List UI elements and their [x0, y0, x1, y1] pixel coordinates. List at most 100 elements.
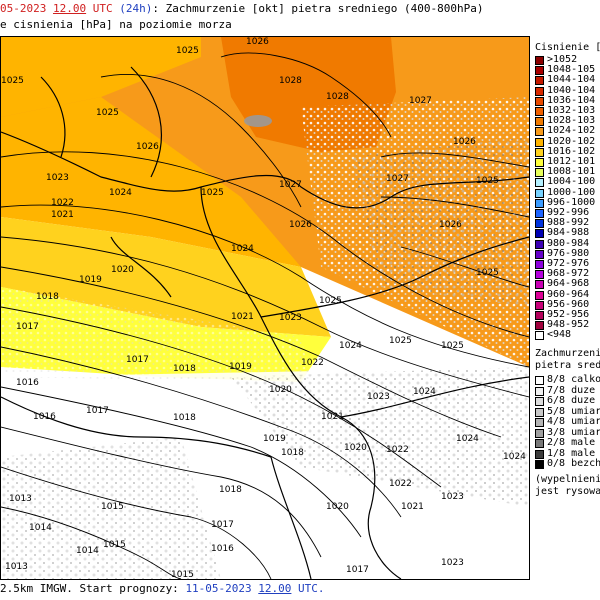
pressure-legend-swatch — [535, 249, 544, 259]
forecast-map: 1025 1026 1028 1025 1025 1026 1023 1024 … — [0, 36, 530, 580]
forecast-time: 12.00 — [52, 2, 87, 15]
map-svg: 1025 1026 1028 1025 1025 1026 1023 1024 … — [0, 37, 530, 580]
cloud-legend-label: 4/8 umiar — [547, 416, 600, 427]
cloud-legend-label: 1/8 male — [547, 447, 596, 459]
pressure-legend-label: 1020-102 — [547, 135, 596, 147]
cloud-legend-item: 5/8 umiar — [535, 405, 600, 418]
isobar-label: 1018 — [219, 485, 242, 495]
isobars — [0, 52, 530, 580]
map-subtitle: e cisnienia [hPa] na poziomie morza — [0, 18, 232, 31]
cloud-legend-label: 6/8 duze — [547, 395, 596, 406]
isobar-label: 1028 — [279, 76, 302, 86]
pressure-legend-label: 960-964 — [547, 288, 590, 300]
isobar-label: 1027 — [409, 96, 432, 106]
pressure-legend-label: 988-992 — [547, 217, 590, 229]
isobar-label: 1025 — [176, 46, 199, 56]
isobar-label: 1021 — [231, 312, 254, 322]
isobar-label: 1027 — [279, 180, 302, 190]
cloud-legend-swatch — [535, 428, 544, 438]
footer-start-time: 12.00 — [258, 582, 292, 595]
isobar-label: 1022 — [386, 445, 409, 455]
pressure-legend-label: 952-956 — [547, 309, 590, 320]
pressure-legend-label: 1032-103 — [547, 105, 596, 116]
pressure-legend-label: <948 — [547, 329, 572, 341]
pressure-legend-item: 960-964 — [535, 288, 600, 301]
isobar-label: 1026 — [246, 37, 269, 47]
isobar-label: 1021 — [321, 412, 344, 422]
cloud-legend-label: 5/8 umiar — [547, 405, 600, 417]
cloud-cover — [1, 97, 529, 579]
map-footer: 2.5km IMGW. Start prognozy: 11-05-2023 1… — [0, 582, 325, 595]
pressure-legend-label: 976-980 — [547, 247, 590, 259]
isobar-label: 1022 — [51, 198, 74, 208]
pressure-legend-label: 980-984 — [547, 237, 590, 249]
isobar-label: 1025 — [201, 188, 224, 198]
isobar-label: 1027 — [386, 174, 409, 184]
cloud-legend-note: (wypelnieni — [535, 474, 600, 485]
pressure-legend-swatch — [535, 178, 544, 188]
pressure-legend-label: 1024-102 — [547, 125, 596, 137]
pressure-legend-item: 1004-100 — [535, 176, 600, 188]
pressure-legend-swatch — [535, 260, 544, 269]
cloud-legend-subtitle: pietra srednie — [535, 360, 600, 371]
pressure-legend-label: 964-968 — [547, 278, 590, 290]
pressure-legend-swatch — [535, 290, 544, 300]
pressure-legend-label: 956-960 — [547, 298, 590, 310]
isobar-label: 1018 — [173, 364, 196, 374]
forecast-lead: (24h) — [119, 2, 153, 15]
isobar-label: 1025 — [476, 268, 499, 278]
footer-prefix: 2.5km IMGW. Start prognozy: — [0, 582, 186, 595]
isobar-label: 1021 — [401, 502, 424, 512]
pressure-legend-item: 1040-104 — [535, 84, 600, 97]
legend-panel: Cisnienie [hP >10521048-1051044-1041040-… — [531, 36, 600, 580]
cloud-legend-item: 7/8 duze — [535, 384, 600, 397]
isobar-label: 1015 — [103, 540, 126, 550]
isobar-label: 1020 — [344, 443, 367, 453]
pressure-legend-swatch — [535, 168, 544, 178]
pressure-legend-label: 996-1000 — [547, 196, 596, 208]
pressure-legend-item: 980-984 — [535, 237, 600, 250]
cloud-legend-note-2: jest rysowa — [535, 486, 600, 497]
cloud-legend-label: 2/8 male — [547, 437, 596, 448]
pressure-legend-label: >1052 — [547, 54, 578, 65]
isobar-label: 1025 — [96, 108, 119, 118]
isobar-label: 1016 — [33, 412, 56, 422]
title-rest: : Zachmurzenie [okt] pietra sredniego (4… — [152, 2, 484, 15]
isobar-label: 1015 — [171, 570, 194, 579]
pressure-legend-label: 972-976 — [547, 258, 590, 269]
isobar-label: 1023 — [367, 392, 390, 402]
isobar-label: 1015 — [101, 502, 124, 512]
pressure-legend-swatch — [535, 56, 544, 65]
pressure-legend-item: 1016-102 — [535, 146, 600, 158]
forecast-utc: UTC — [92, 2, 113, 15]
pressure-legend-item: 976-980 — [535, 247, 600, 260]
pressure-legend-item: 972-976 — [535, 258, 600, 270]
isobar-label: 1013 — [5, 562, 28, 572]
cloud-legend-item: 1/8 male — [535, 447, 600, 460]
pressure-legend-label: 1004-100 — [547, 176, 596, 188]
pressure-legend-item: 1044-104 — [535, 74, 600, 86]
cloud-legend-item: 3/8 umiar — [535, 427, 600, 439]
pressure-legend-swatch — [535, 66, 544, 76]
cloud-legend-label: 7/8 duze — [547, 384, 596, 396]
isobar-label: 1024 — [231, 244, 254, 254]
pressure-legend-item: 1012-101 — [535, 156, 600, 168]
isobar-label: 1025 — [441, 341, 464, 351]
isobar-label: 1020 — [269, 385, 292, 395]
pressure-legend-swatch — [535, 107, 544, 116]
pressure-legend-label: 1040-104 — [547, 84, 596, 96]
pressure-legend-label: 1048-105 — [547, 64, 596, 76]
isobar-label: 1023 — [46, 173, 69, 183]
pressure-legend-swatch — [535, 321, 544, 331]
cloud-legend-swatch — [535, 397, 544, 406]
footer-suffix: UTC. — [298, 582, 325, 595]
isobar-label: 1025 — [319, 296, 342, 306]
pressure-legend-item: 1020-102 — [535, 135, 600, 148]
cloud-legend-item: 0/8 bezch — [535, 458, 600, 470]
pressure-legend-swatch — [535, 300, 544, 310]
pressure-legend-swatch — [535, 331, 544, 341]
pressure-legend-item: 996-1000 — [535, 196, 600, 209]
pressure-legend-item: 1024-102 — [535, 125, 600, 137]
pressure-legend-item: 1032-103 — [535, 105, 600, 117]
cloud-legend-swatch — [535, 460, 544, 469]
